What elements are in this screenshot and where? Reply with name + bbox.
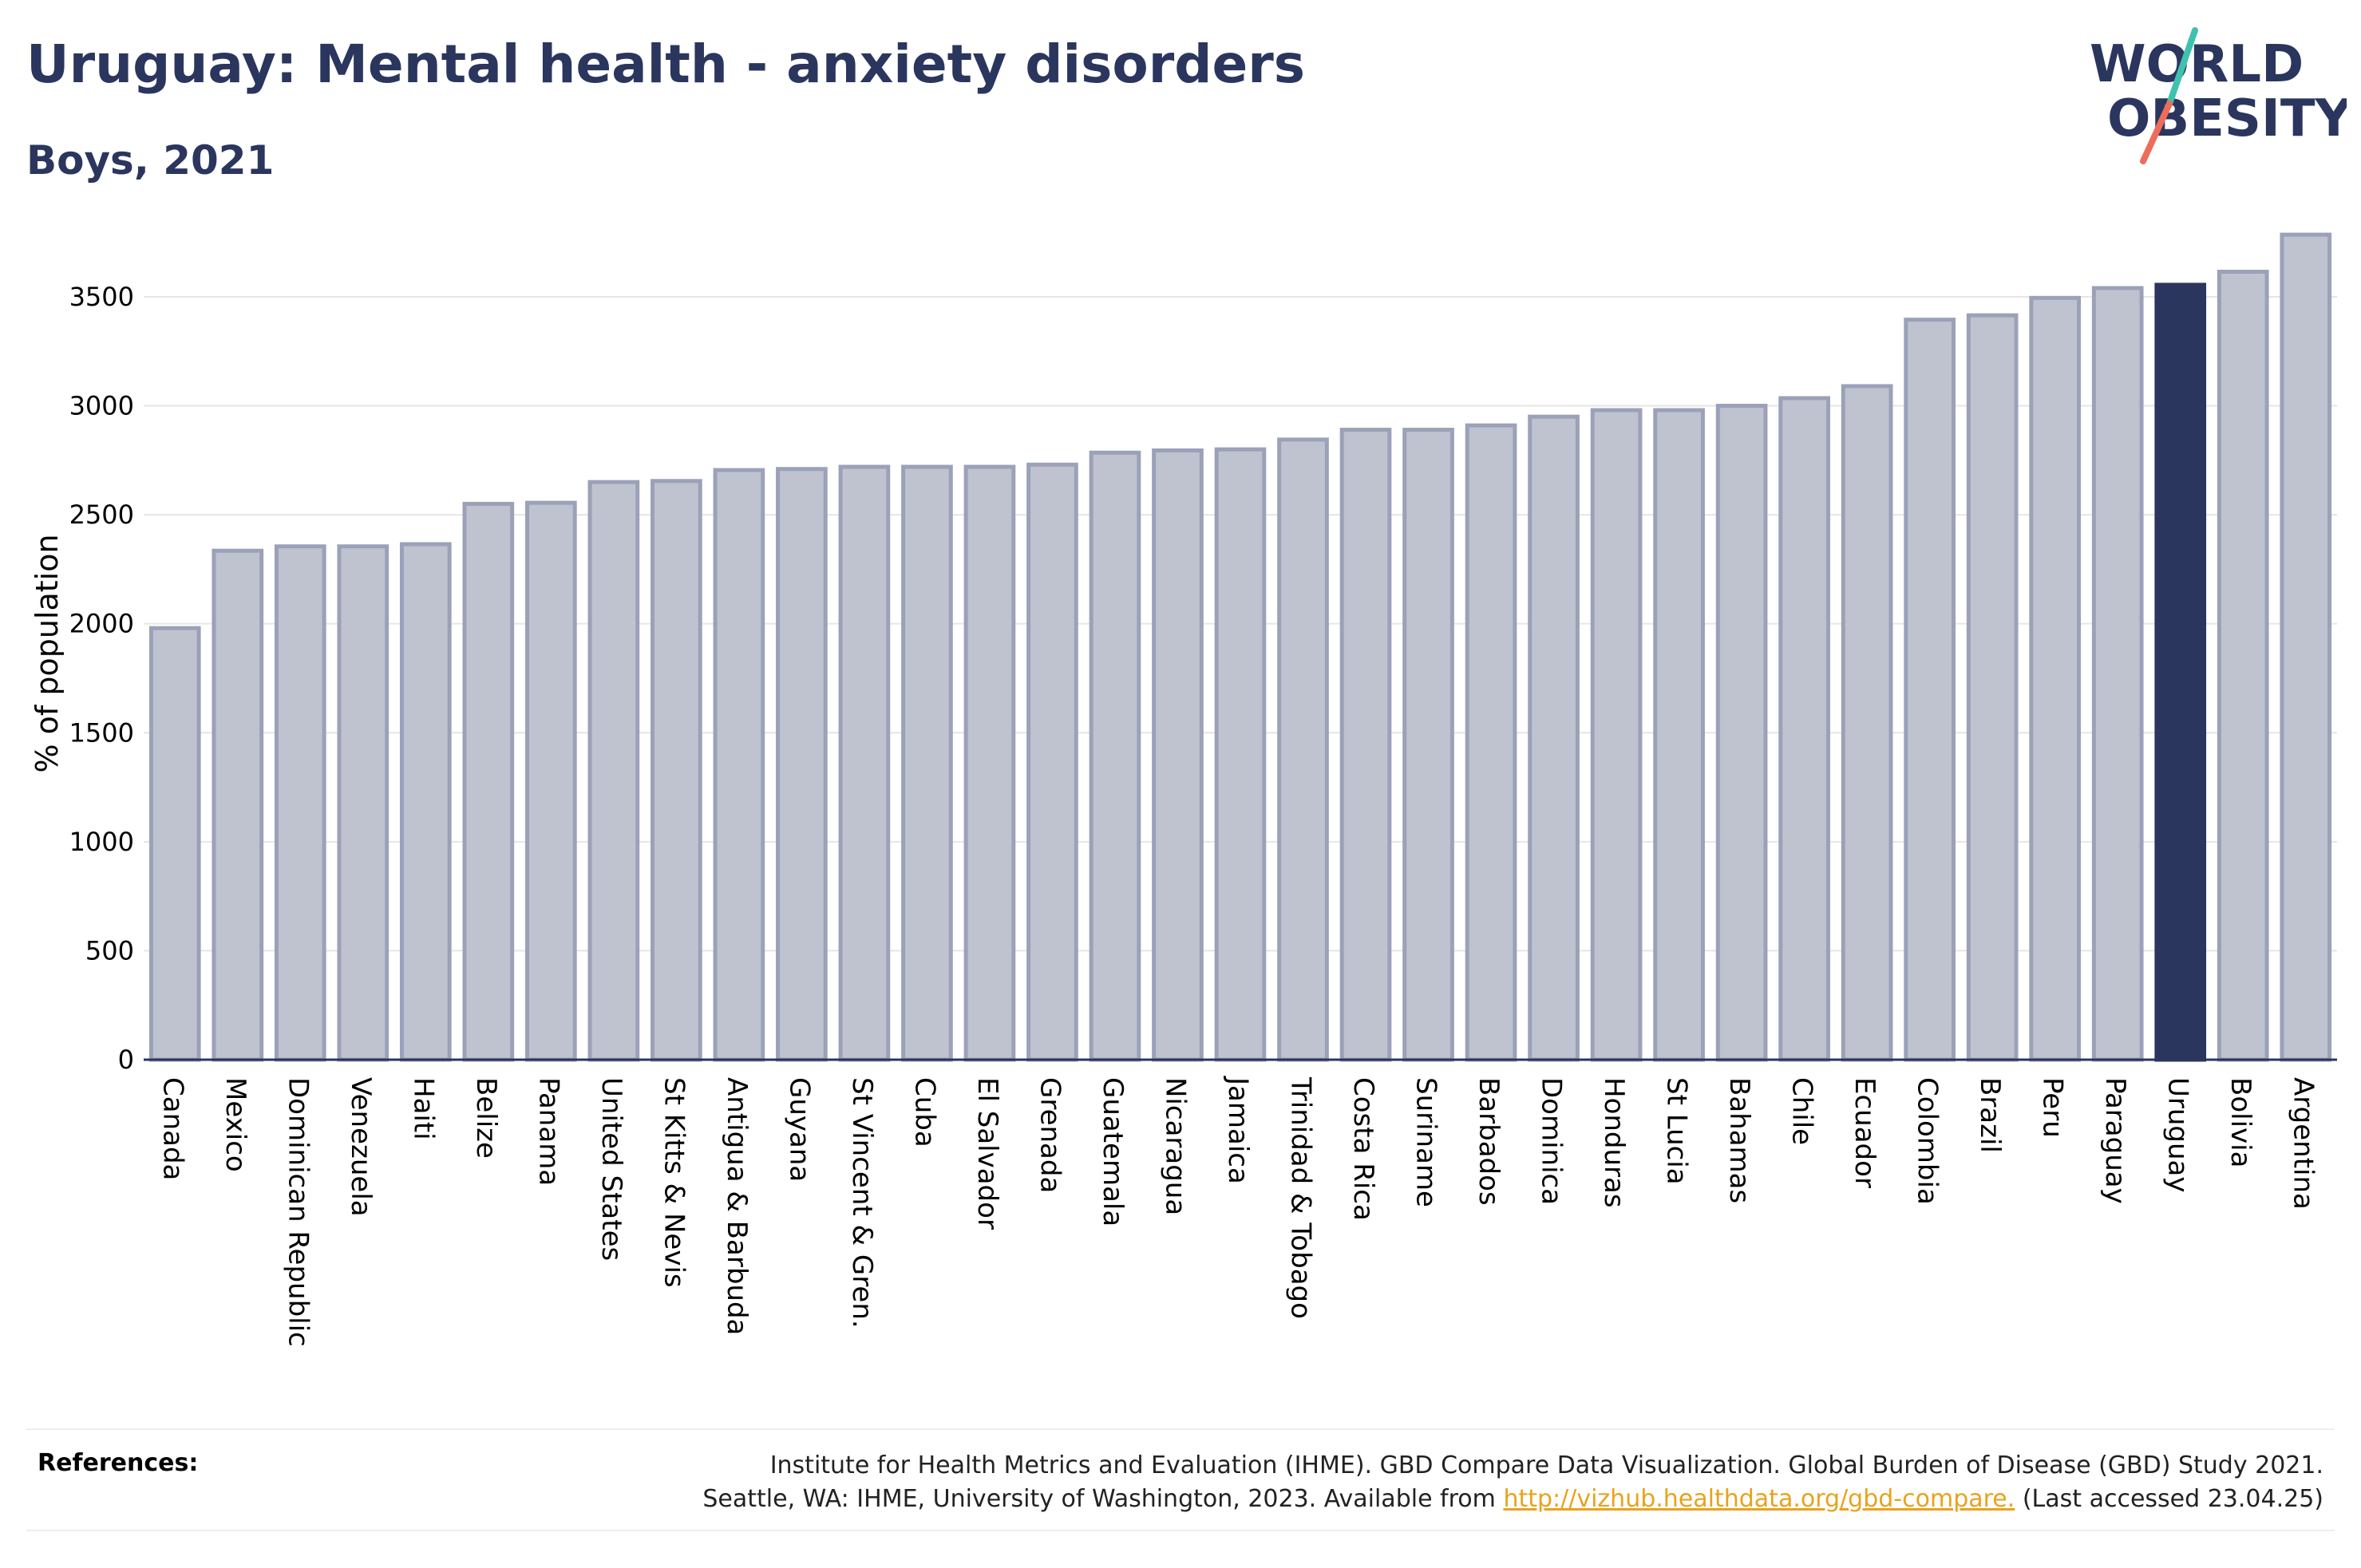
x-tick-label: Mexico xyxy=(219,1077,251,1172)
bar xyxy=(1841,384,1893,1062)
references-panel: References: Institute for Health Metrics… xyxy=(26,1428,2335,1531)
bar xyxy=(838,464,891,1062)
x-tick-label: Dominica xyxy=(1536,1077,1568,1205)
page-title: Uruguay: Mental health - anxiety disorde… xyxy=(26,34,1306,95)
logo-line-2: OBESITY xyxy=(2107,89,2347,148)
bar xyxy=(1152,448,1204,1062)
references-text: Institute for Health Metrics and Evaluat… xyxy=(702,1449,2323,1516)
y-tick-label: 2000 xyxy=(69,609,134,639)
bar xyxy=(1089,450,1141,1062)
references-line-1: Institute for Health Metrics and Evaluat… xyxy=(769,1451,2323,1479)
bar xyxy=(1715,404,1768,1062)
bar xyxy=(399,542,452,1062)
x-tick-label: Venezuela xyxy=(345,1077,377,1217)
logo-slash-teal xyxy=(2166,27,2198,107)
x-tick-label: Bahamas xyxy=(1723,1077,1755,1203)
y-tick-label: 1000 xyxy=(69,827,134,857)
x-tick-label: Suriname xyxy=(1410,1077,1442,1207)
x-tick-label: Guatemala xyxy=(1097,1077,1129,1226)
bar xyxy=(1966,313,2019,1062)
x-tick-label: Trinidad & Tobago xyxy=(1285,1076,1317,1319)
x-tick-label: Ecuador xyxy=(1849,1077,1880,1188)
bar xyxy=(337,544,390,1062)
references-link[interactable]: http://vizhub.healthdata.org/gbd-compare… xyxy=(1503,1485,2015,1513)
bar xyxy=(1904,318,1956,1062)
x-tick-label: St Lucia xyxy=(1661,1077,1693,1185)
bar xyxy=(2217,270,2269,1062)
x-tick-label: Antigua & Barbuda xyxy=(721,1077,753,1335)
x-tick-label: Panama xyxy=(532,1077,564,1186)
y-tick-label: 500 xyxy=(85,935,134,966)
x-tick-label: Jamaica xyxy=(1222,1076,1254,1184)
bar xyxy=(1339,428,1392,1062)
x-tick-label: Paraguay xyxy=(2099,1077,2131,1204)
x-tick-label: Haiti xyxy=(407,1077,439,1140)
x-tick-label: St Vincent & Gren. xyxy=(846,1077,878,1329)
bar xyxy=(1026,462,1078,1062)
bar xyxy=(462,501,515,1062)
bar xyxy=(1465,423,1517,1062)
x-tick-label: Bolivia xyxy=(2225,1077,2256,1167)
bar xyxy=(1778,396,1830,1062)
world-obesity-logo: WORLD OBESITY xyxy=(2090,27,2347,164)
x-tick-label: Brazil xyxy=(1974,1077,2006,1153)
bar xyxy=(274,544,326,1062)
page-subtitle: Boys, 2021 xyxy=(26,137,275,184)
bar xyxy=(963,464,1016,1062)
y-tick-label: 0 xyxy=(118,1045,134,1075)
bar xyxy=(587,480,640,1062)
bar xyxy=(713,468,765,1062)
x-tick-label: St Kitts & Nevis xyxy=(658,1077,690,1288)
y-tick-label: 3000 xyxy=(69,391,134,421)
bar xyxy=(1528,414,1580,1062)
x-tick-label: Belize xyxy=(470,1077,502,1159)
references-line-2-pre: Seattle, WA: IHME, University of Washing… xyxy=(702,1485,1496,1513)
x-tick-label: Nicaragua xyxy=(1159,1077,1191,1215)
x-tick-label: Colombia xyxy=(1912,1077,1944,1205)
y-axis-title: % of population xyxy=(30,534,65,772)
logo-slash-coral xyxy=(2140,101,2173,164)
bar xyxy=(776,467,828,1062)
bar xyxy=(2091,286,2144,1062)
bar xyxy=(148,626,201,1062)
bar xyxy=(2280,232,2332,1062)
x-tick-label: El Salvador xyxy=(971,1077,1003,1230)
references-label: References: xyxy=(38,1449,199,1477)
x-tick-label: Grenada xyxy=(1034,1077,1066,1193)
bar xyxy=(525,500,577,1062)
x-tick-label: United States xyxy=(595,1077,627,1261)
bar xyxy=(651,479,702,1062)
x-tick-label: Guyana xyxy=(783,1077,815,1182)
y-tick-label: 3500 xyxy=(69,282,134,312)
bar xyxy=(1277,437,1329,1062)
x-tick-label: Honduras xyxy=(1598,1077,1630,1208)
references-line-2: Seattle, WA: IHME, University of Washing… xyxy=(702,1483,2323,1516)
bar xyxy=(1214,447,1267,1062)
references-line-2-post: (Last accessed 23.04.25) xyxy=(2022,1485,2323,1513)
x-tick-label: Argentina xyxy=(2288,1077,2319,1210)
x-tick-label: Cuba xyxy=(908,1077,940,1147)
x-tick-label: Barbados xyxy=(1473,1077,1505,1206)
bar xyxy=(1653,408,1705,1062)
y-tick-label: 1500 xyxy=(69,717,134,748)
bar xyxy=(901,464,953,1062)
x-tick-label: Costa Rica xyxy=(1347,1077,1379,1221)
y-tick-label: 2500 xyxy=(69,500,134,530)
bar-chart: 0 500 1000 1500 2000 2500 3000 3500 % of populat… xyxy=(30,232,2337,1347)
x-tick-label: Canada xyxy=(156,1077,188,1180)
logo-line-1: WORLD xyxy=(2090,35,2304,94)
bar xyxy=(212,548,264,1062)
bar xyxy=(2029,295,2082,1062)
bar xyxy=(1590,408,1643,1062)
x-tick-label: Peru xyxy=(2037,1077,2069,1138)
x-tick-label: Chile xyxy=(1786,1077,1818,1145)
x-tick-label: Uruguay xyxy=(2162,1077,2194,1193)
bar xyxy=(1402,428,1454,1062)
x-tick-label: Dominican Republic xyxy=(282,1077,314,1347)
bar xyxy=(2154,282,2207,1062)
